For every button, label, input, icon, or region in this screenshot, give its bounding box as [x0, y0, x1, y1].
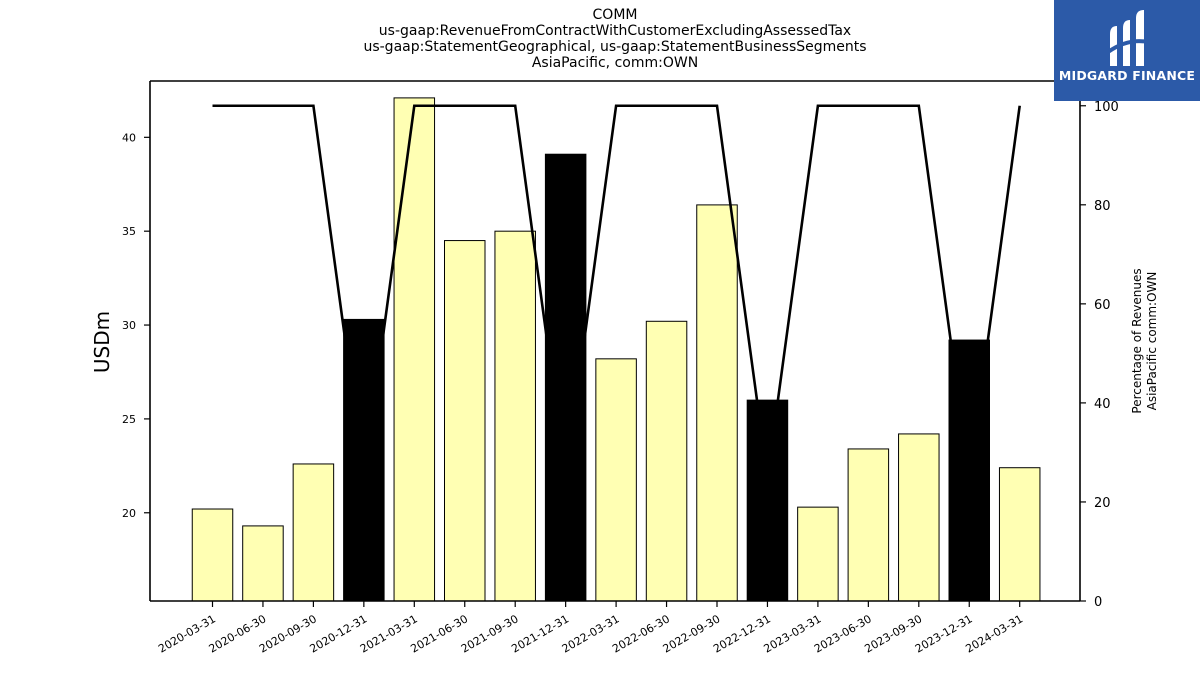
- left-tick-label-35: 35: [122, 225, 136, 238]
- secondary-axis-label-line-2: AsiaPacific comm:OWN: [1145, 272, 1159, 411]
- left-tick-label-40: 40: [122, 131, 136, 144]
- bar-2022-09-30: [696, 204, 738, 602]
- bar-2024-03-31: [998, 467, 1041, 602]
- secondary-axis-label-line-1: Percentage of Revenues: [1130, 268, 1144, 413]
- y-axis-label: USDm: [90, 311, 114, 373]
- bar-2021-03-31: [393, 97, 436, 602]
- bar-2023-03-31: [797, 506, 839, 602]
- bar-2022-03-31: [595, 358, 637, 602]
- midgard-logo-icon: [1106, 10, 1149, 66]
- chart-title-line-4: AsiaPacific, comm:OWN: [531, 55, 699, 71]
- bar-2022-06-30: [645, 320, 688, 602]
- chart-title-line-3: us-gaap:StatementGeographical, us-gaap:S…: [363, 39, 867, 55]
- left-tick-label-25: 25: [122, 413, 136, 426]
- chart-title-line-1: COMM: [592, 7, 638, 23]
- right-tick-label-80: 80: [1094, 199, 1111, 214]
- left-tick-label-30: 30: [122, 319, 136, 332]
- bar-2023-09-30: [898, 433, 940, 602]
- bar-2020-12-31: [343, 318, 385, 602]
- bar-2021-09-30: [494, 230, 536, 602]
- x-tick-label-2024-03-31: 2024-03-31: [963, 612, 1025, 655]
- bar-2020-09-30: [292, 463, 335, 602]
- logo-text: MIDGARD FINANCE: [1058, 68, 1196, 83]
- bar-2020-06-30: [242, 525, 284, 602]
- right-tick-label-40: 40: [1094, 397, 1111, 412]
- right-tick-label-60: 60: [1094, 298, 1111, 313]
- percentage-line: [212, 104, 1021, 478]
- chart-title-line-2: us-gaap:RevenueFromContractWithCustomerE…: [378, 23, 852, 39]
- right-tick-label-20: 20: [1094, 496, 1111, 511]
- bar-2023-06-30: [847, 448, 890, 602]
- bar-2021-06-30: [444, 240, 486, 602]
- midgard-finance-logo: MIDGARD FINANCE: [1054, 0, 1200, 101]
- left-tick-label-20: 20: [122, 507, 136, 520]
- bar-2022-12-31: [746, 399, 789, 602]
- bar-2020-03-31: [191, 508, 234, 602]
- right-tick-label-100: 100: [1094, 100, 1119, 115]
- right-tick-label-0: 0: [1094, 595, 1102, 610]
